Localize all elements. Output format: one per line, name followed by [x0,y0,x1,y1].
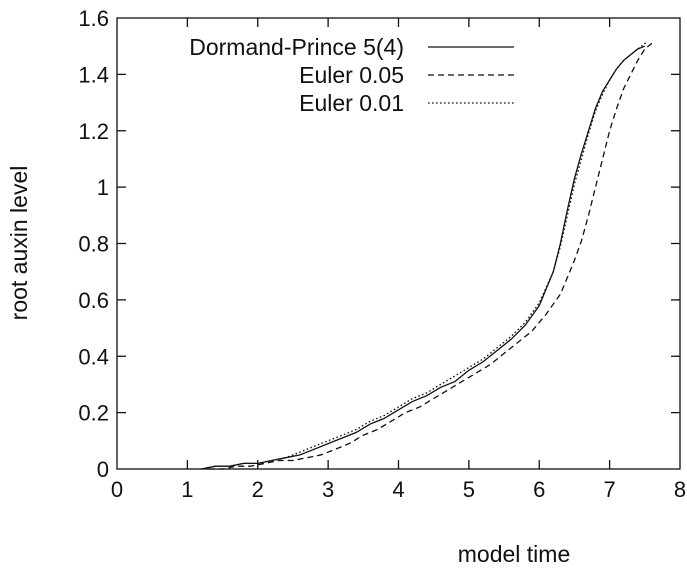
x-axis-title: model time [458,541,570,567]
y-tick-label: 0.8 [78,232,109,257]
y-tick-label: 1.4 [78,62,109,87]
y-tick-label: 1 [97,175,109,200]
y-tick-label: 0 [97,457,109,482]
legend-label: Dormand-Prince 5(4) [189,34,404,60]
x-tick-label: 6 [533,477,545,502]
x-tick-label: 3 [322,477,334,502]
x-tick-label: 8 [674,477,686,502]
x-tick-label: 4 [392,477,404,502]
y-tick-label: 0.4 [78,344,109,369]
x-tick-label: 0 [111,477,123,502]
legend-label: Euler 0.05 [299,62,404,88]
x-tick-label: 1 [181,477,193,502]
series-line-dashed [208,42,653,470]
y-tick-label: 1.6 [78,6,109,31]
y-tick-label: 0.2 [78,401,109,426]
x-tick-label: 7 [604,477,616,502]
y-tick-label: 0.6 [78,288,109,313]
y-tick-label: 1.2 [78,119,109,144]
series-lines [201,42,653,470]
legend-label: Euler 0.01 [299,90,404,116]
series-line-solid [201,45,646,470]
ticks: 0 1 2 3 4 5 6 7 8 0 0.2 0.4 0.6 0.8 1 1.2 1.4 1.6 [78,6,686,502]
y-axis-title: root auxin level [6,166,32,321]
x-tick-label: 2 [252,477,264,502]
series-line-dotted [201,42,649,470]
x-tick-label: 5 [463,477,475,502]
